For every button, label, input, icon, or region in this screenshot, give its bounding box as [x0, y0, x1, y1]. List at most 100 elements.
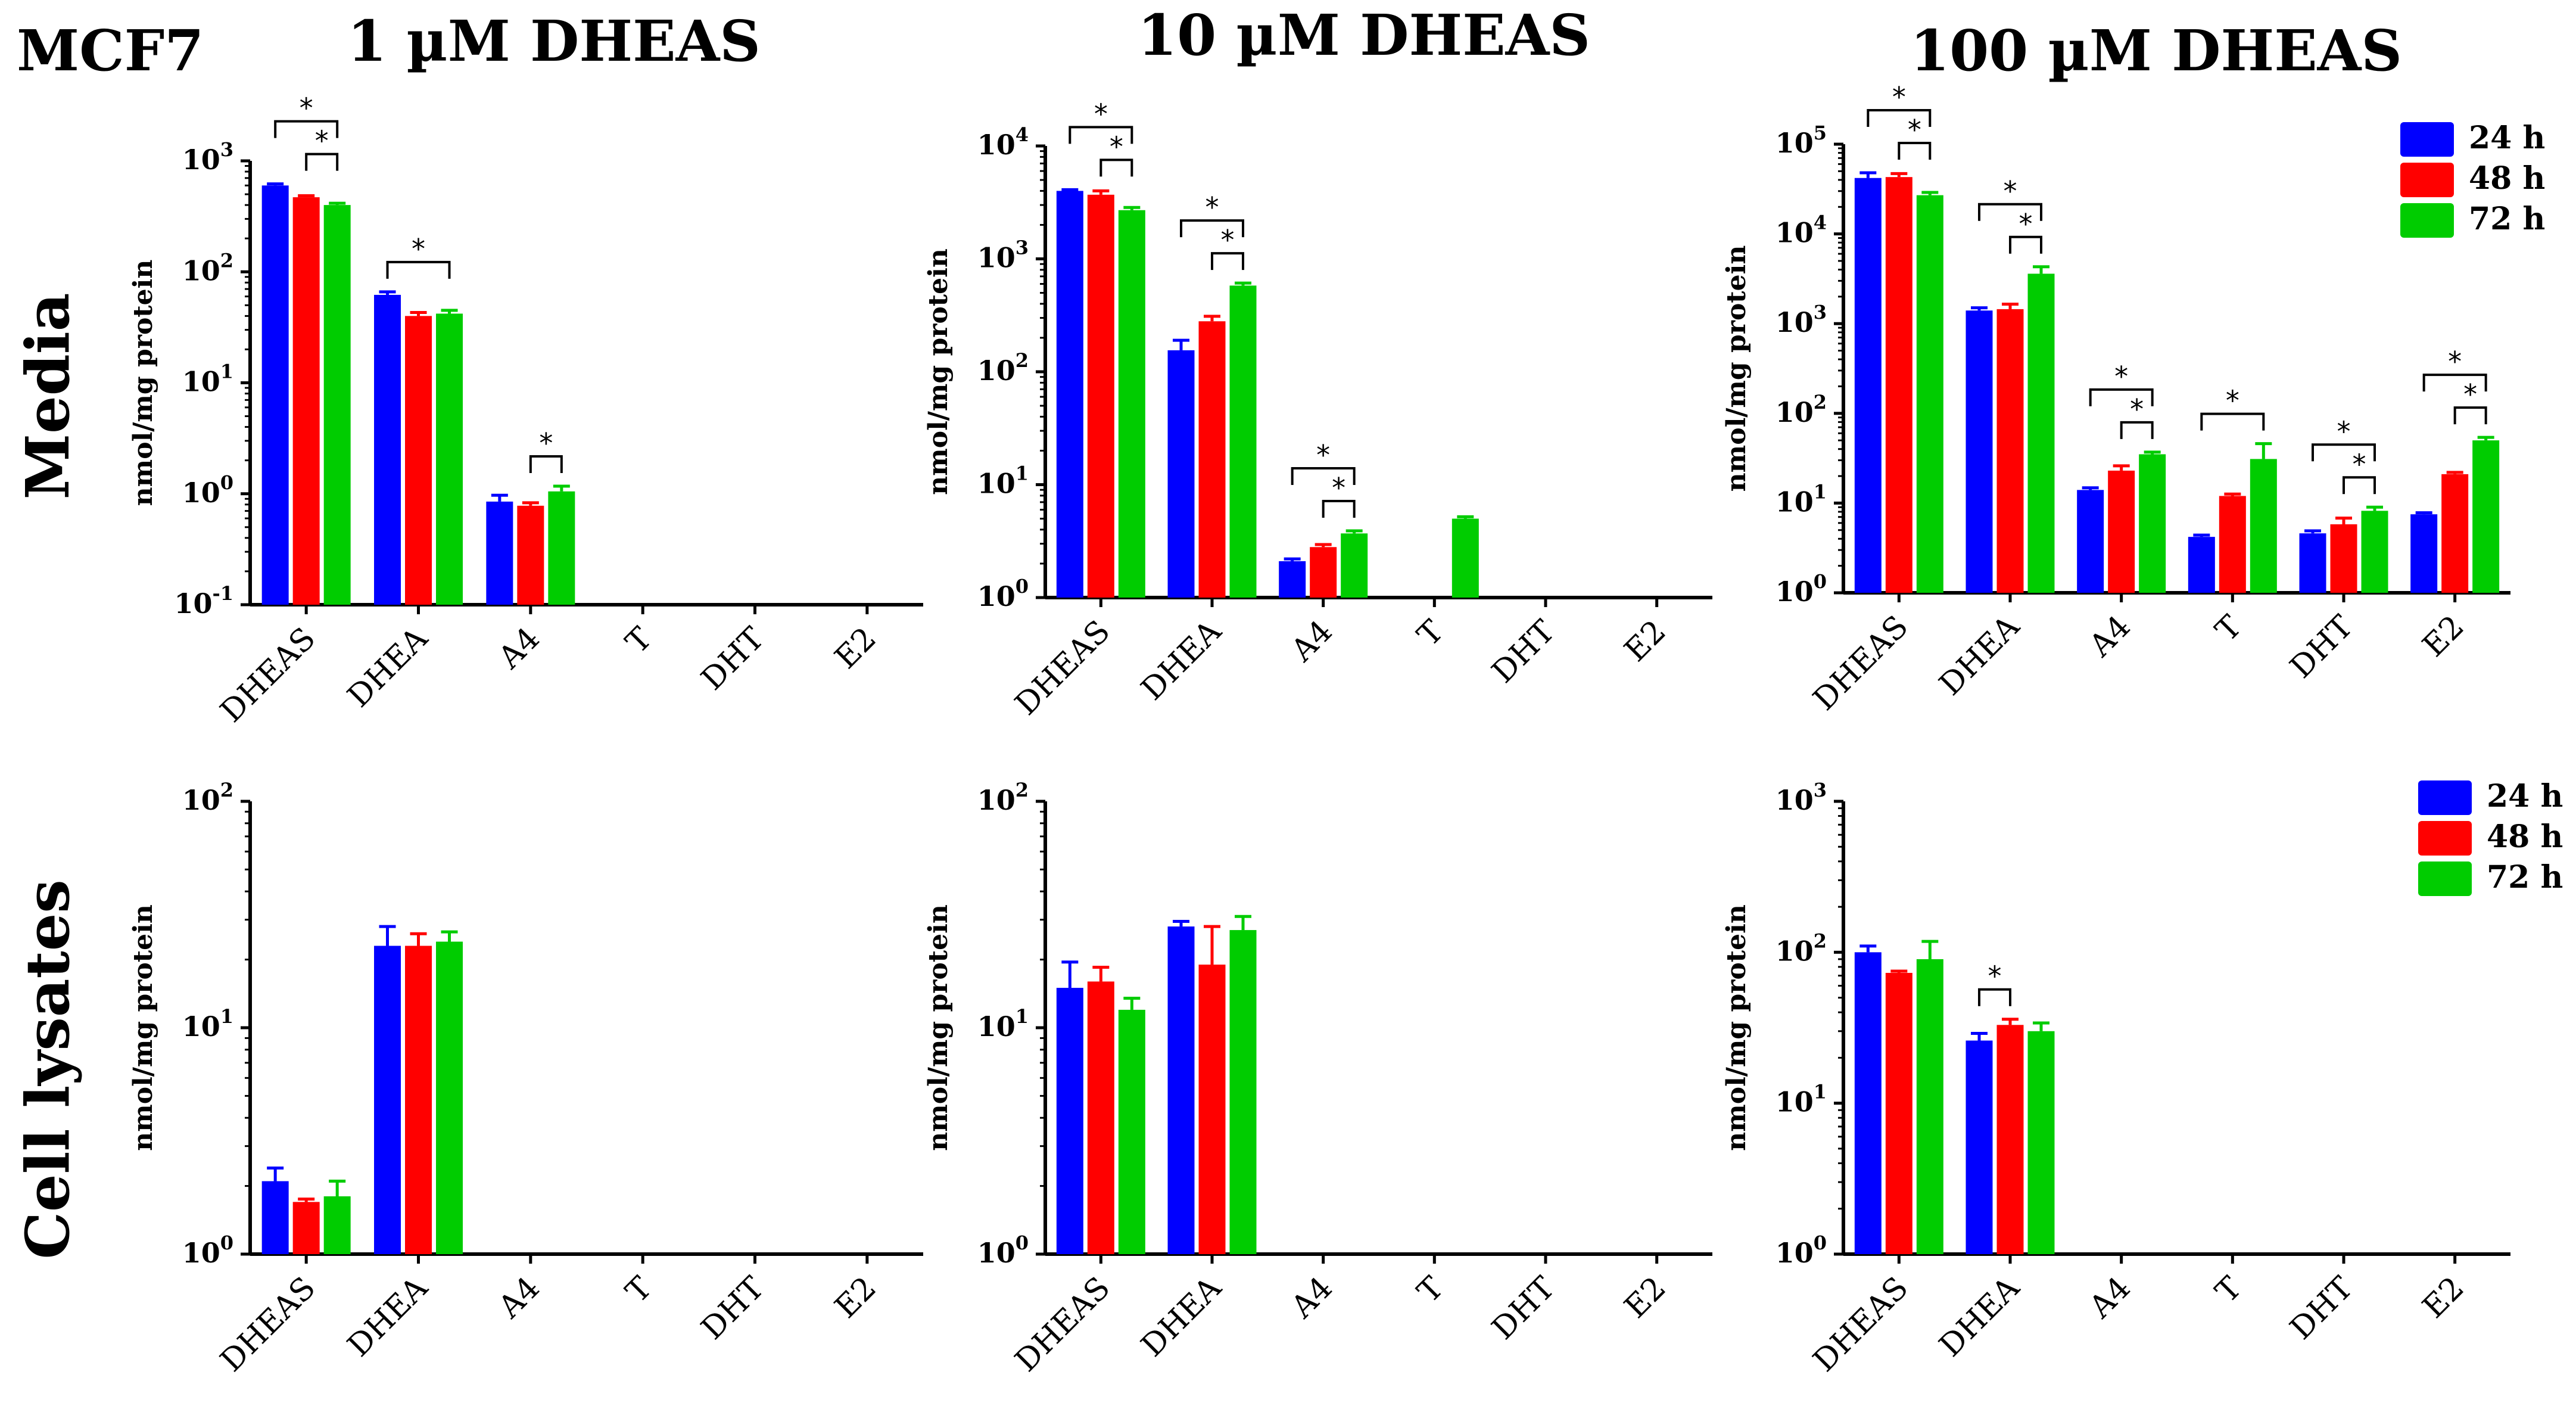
x-tick-label: E2: [828, 1270, 883, 1326]
y-tick-label: 105: [1776, 122, 1827, 159]
x-tick-label: T: [2209, 609, 2249, 649]
bar-48h-DHT: [2330, 524, 2357, 593]
significance-star: *: [1316, 439, 1330, 471]
legend-label: 48 h: [2487, 819, 2563, 855]
bar-48h-DHEA: [405, 316, 432, 605]
y-tick-label: 103: [977, 237, 1029, 274]
bar-24h-DHEA: [1167, 350, 1195, 598]
significance-star: *: [1892, 81, 1906, 113]
y-tick-label: 101: [977, 1005, 1029, 1043]
y-tick-label: 100: [977, 575, 1029, 612]
y-tick-label: 100: [1776, 1231, 1827, 1269]
bar-48h-DHEA: [1198, 321, 1226, 598]
legend-label: 72 h: [2469, 201, 2545, 237]
y-tick-label: 102: [182, 249, 233, 287]
significance-bracket: [274, 120, 339, 138]
y-axis-label: nmol/mg protein: [923, 904, 954, 1151]
legend-swatch-72h: [2418, 861, 2472, 896]
significance-bracket: [1867, 109, 1932, 127]
significance-star: *: [315, 125, 329, 157]
legend-label: 24 h: [2487, 778, 2563, 814]
bar-72h-DHEAS: [1118, 1009, 1145, 1254]
bar-24h-DHEAS: [1854, 952, 1882, 1254]
y-axis-label: nmol/mg protein: [1721, 904, 1752, 1151]
x-tick-label: E2: [2416, 1270, 2471, 1326]
bar-72h-E2: [2472, 440, 2500, 593]
x-tick-label: A4: [2082, 609, 2138, 664]
significance-bracket: [2120, 421, 2154, 439]
panel-title-10uM: 10 µM DHEAS: [1138, 2, 1590, 69]
bar-24h-DHEA: [374, 294, 401, 605]
y-tick-label: 10-1: [174, 582, 233, 620]
x-tick-label: DHT: [1485, 614, 1562, 691]
bar-48h-DHEA: [405, 946, 432, 1254]
x-tick-label: DHEAS: [214, 621, 323, 730]
significance-star: *: [1332, 472, 1345, 504]
significance-bracket: [2453, 406, 2487, 425]
x-tick-label: T: [619, 1270, 659, 1310]
chart-panel-2: 100 101 102 103 104 nmol/mg protein DHEAS DHEA A…: [923, 98, 1712, 722]
y-axis-label: nmol/mg protein: [1721, 245, 1752, 492]
significance-star: *: [2114, 360, 2128, 393]
y-tick-label: 100: [182, 1231, 233, 1269]
bar-48h-DHEA: [1198, 965, 1226, 1254]
y-axis-label: nmol/mg protein: [128, 904, 158, 1151]
legend-swatch-72h: [2400, 203, 2454, 238]
y-tick-label: 101: [182, 360, 233, 398]
significance-star: *: [412, 233, 425, 265]
x-tick-label: DHEA: [1933, 608, 2027, 702]
y-axis-label: nmol/mg protein: [923, 248, 954, 495]
legend-swatch-48h: [2400, 163, 2454, 197]
bar-72h-DHEA: [1229, 285, 1257, 598]
bar-24h-A4: [486, 501, 513, 605]
bar-48h-A4: [2108, 470, 2135, 593]
significance-bracket: [386, 260, 451, 279]
x-tick-label: E2: [1618, 614, 1673, 669]
significance-star: *: [539, 427, 553, 459]
bar-24h-T: [2188, 537, 2215, 593]
significance-bracket: [529, 455, 563, 474]
bar-24h-DHEAS: [261, 185, 289, 605]
significance-star: *: [1206, 191, 1219, 223]
x-tick-label: E2: [1618, 1270, 1673, 1326]
x-tick-label: E2: [2416, 609, 2471, 664]
bar-72h-DHEAS: [323, 205, 351, 605]
x-tick-label: T: [619, 621, 659, 661]
y-tick-label: 102: [1776, 929, 1827, 967]
legend-swatch-24h: [2400, 122, 2454, 157]
x-tick-label: DHEA: [341, 620, 435, 714]
y-tick-label: 102: [1776, 391, 1827, 428]
significance-star: *: [1221, 224, 1235, 256]
x-tick-label: DHT: [694, 621, 771, 698]
y-tick-label: 102: [977, 349, 1029, 387]
significance-star: *: [1094, 98, 1108, 130]
bar-48h-E2: [2441, 474, 2469, 593]
bar-24h-DHEAS: [261, 1181, 289, 1254]
bar-48h-DHEA: [1996, 1025, 2024, 1254]
significance-bracket: [1322, 499, 1356, 518]
bar-72h-DHEA: [2027, 1031, 2055, 1254]
chart-panel-4: 100 101 102 nmol/mg protein DHEAS DHEA A4 T DHT E…: [128, 779, 923, 1379]
bar-72h-DHEAS: [1118, 210, 1145, 598]
bar-72h-DHEA: [436, 313, 463, 605]
bar-72h-T: [1451, 518, 1479, 598]
x-tick-label: DHEA: [1933, 1270, 2027, 1364]
bar-72h-DHT: [2361, 511, 2388, 593]
row-label-cell-lysates: Cell lysates: [13, 879, 83, 1259]
bar-24h-DHEA: [374, 946, 401, 1254]
legend-label: 48 h: [2469, 160, 2545, 197]
bar-48h-A4: [517, 505, 544, 605]
x-tick-label: T: [1411, 1270, 1451, 1310]
bar-48h-DHEAS: [1885, 177, 1912, 593]
significance-star: *: [2448, 346, 2462, 378]
x-tick-label: DHT: [2284, 609, 2360, 686]
significance-bracket: [1099, 158, 1133, 177]
y-tick-label: 101: [977, 462, 1029, 500]
x-tick-label: DHEAS: [214, 1270, 323, 1379]
x-tick-label: A4: [1284, 1270, 1340, 1326]
significance-bracket: [1291, 466, 1356, 485]
y-tick-label: 101: [1776, 1081, 1827, 1118]
bar-48h-DHEAS: [1087, 981, 1114, 1254]
y-tick-label: 102: [977, 779, 1029, 816]
